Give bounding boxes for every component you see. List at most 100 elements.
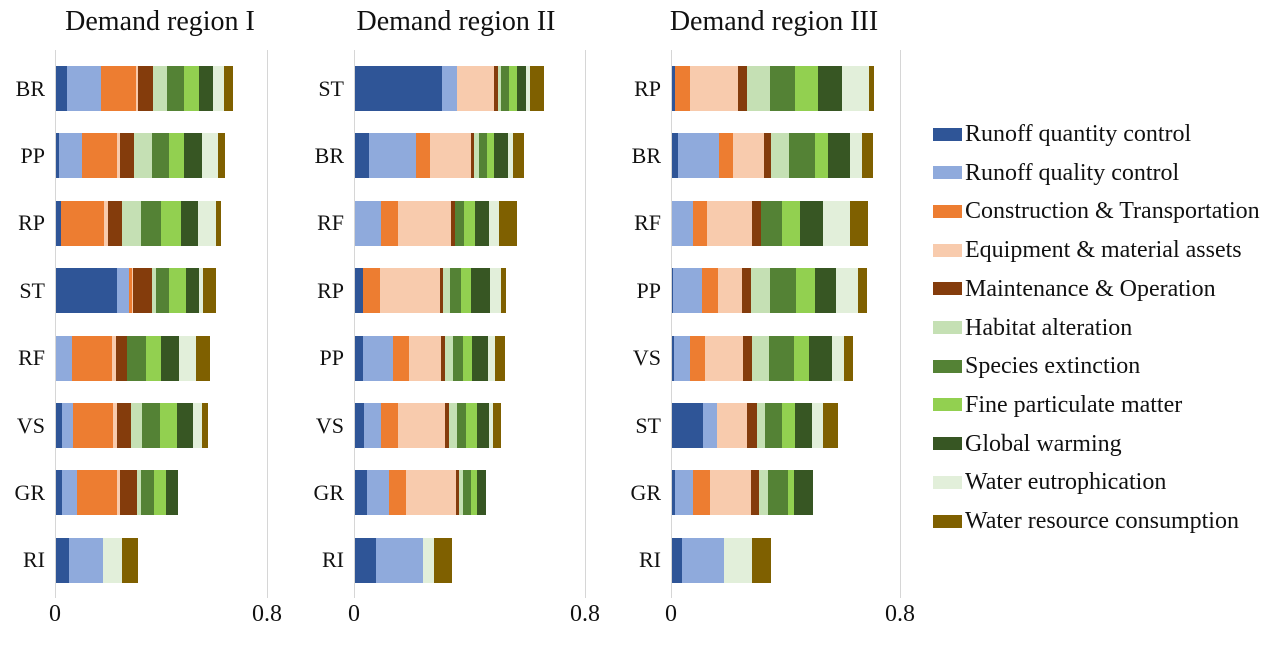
legend-label: Runoff quantity control xyxy=(965,121,1192,147)
bar-segment-fine-particulate-matter xyxy=(464,200,475,246)
bar-segment-water-eutrophication xyxy=(508,133,514,179)
x-tick-zero-chart-1: 0 xyxy=(49,601,61,627)
bar-segment-habitat-alteration xyxy=(751,268,770,314)
bar-segment-water-eutrophication xyxy=(525,66,531,111)
bar-segment-water-resource-consumption xyxy=(844,335,853,381)
legend-item-maintenance-operation: Maintenance & Operation xyxy=(933,276,1216,302)
bar-segment-runoff-quality-control xyxy=(58,133,82,179)
bar-segment-maintenance-operation xyxy=(743,335,752,381)
bar-segment-equipment-material-assets xyxy=(116,133,120,179)
bar-segment-species-extinction xyxy=(452,335,463,381)
bar-segment-habitat-alteration xyxy=(151,268,156,314)
category-label-br-chart-2: BR xyxy=(314,142,344,168)
legend-label: Construction & Transportation xyxy=(965,198,1260,225)
bar-segment-global-warming xyxy=(177,403,194,448)
bar-segment-maintenance-operation xyxy=(115,335,127,381)
bar-segment-runoff-quantity-control xyxy=(56,200,62,246)
bar-segment-maintenance-operation xyxy=(138,66,153,111)
bar-segment-maintenance-operation xyxy=(107,200,123,246)
bar-segment-runoff-quality-control xyxy=(362,335,393,381)
bar-segment-species-extinction xyxy=(141,470,155,516)
bar-segment-water-eutrophication xyxy=(423,537,434,583)
bar-segment-runoff-quantity-control xyxy=(355,133,370,179)
bar-segment-water-resource-consumption xyxy=(492,403,502,448)
bar-segment-fine-particulate-matter xyxy=(146,335,162,381)
bar-segment-species-extinction xyxy=(155,268,170,314)
bar-segment-runoff-quality-control xyxy=(673,268,703,314)
bar-segment-runoff-quality-control xyxy=(62,403,74,448)
category-label-st-chart-1: ST xyxy=(19,277,45,303)
bar-segment-habitat-alteration xyxy=(759,470,769,516)
legend-label: Fine particulate matter xyxy=(965,391,1183,418)
legend-label: Species extinction xyxy=(965,353,1141,380)
legend-swatch-icon xyxy=(933,475,962,489)
legend-swatch-icon xyxy=(933,514,962,528)
legend-label: Water eutrophication xyxy=(965,469,1167,496)
legend-swatch-icon xyxy=(933,282,962,296)
bar-segment-runoff-quality-control xyxy=(369,133,417,179)
category-label-pp-chart-1: PP xyxy=(20,142,45,168)
bar-segment-fine-particulate-matter xyxy=(486,133,495,179)
bar-segment-runoff-quality-control xyxy=(442,66,458,111)
legend-label: Runoff quality control xyxy=(965,159,1180,186)
bar-segment-runoff-quantity-control xyxy=(672,66,676,111)
bar-segment-water-eutrophication xyxy=(849,133,863,179)
bar-segment-equipment-material-assets xyxy=(398,403,446,448)
bar-segment-construction-transportation xyxy=(702,268,718,314)
bar-segment-construction-transportation xyxy=(416,133,431,179)
bar-segment-fine-particulate-matter xyxy=(795,268,816,314)
bar-segment-habitat-alteration xyxy=(137,470,142,516)
bar-segment-maintenance-operation xyxy=(440,268,444,314)
bar-segment-equipment-material-assets xyxy=(131,268,134,314)
category-label-ri-chart-2: RI xyxy=(322,547,344,573)
bar-segment-water-eutrophication xyxy=(102,537,122,583)
bar-segment-species-extinction xyxy=(788,133,815,179)
legend-label: Maintenance & Operation xyxy=(965,275,1216,302)
bar-segment-runoff-quantity-control xyxy=(56,537,69,583)
bar-segment-maintenance-operation xyxy=(120,470,138,516)
bar-segment-construction-transportation xyxy=(71,335,112,381)
bar-segment-habitat-alteration xyxy=(445,335,453,381)
bar-segment-runoff-quantity-control xyxy=(672,268,674,314)
bar-segment-fine-particulate-matter xyxy=(795,66,818,111)
bar-segment-habitat-alteration xyxy=(459,470,464,516)
bar-segment-maintenance-operation xyxy=(117,403,132,448)
bar-segment-global-warming xyxy=(183,133,202,179)
bar-segment-habitat-alteration xyxy=(497,66,502,111)
bar-segment-species-extinction xyxy=(456,403,466,448)
bar-segment-construction-transportation xyxy=(73,403,114,448)
bar-segment-species-extinction xyxy=(127,335,147,381)
bar-segment-fine-particulate-matter xyxy=(782,403,795,448)
bar-segment-maintenance-operation xyxy=(455,470,460,516)
bar-segment-water-resource-consumption xyxy=(217,133,225,179)
x-tick-max-chart-3: 0.8 xyxy=(885,601,915,627)
legend-item-runoff-quantity-control: Runoff quantity control xyxy=(933,121,1191,147)
bar-segment-runoff-quantity-control xyxy=(355,66,443,111)
bar-segment-water-resource-consumption xyxy=(823,403,838,448)
bar-segment-water-eutrophication xyxy=(202,133,218,179)
bar-segment-species-extinction xyxy=(761,200,782,246)
bar-segment-global-warming xyxy=(471,268,490,314)
legend-swatch-icon xyxy=(933,166,962,180)
bar-segment-equipment-material-assets xyxy=(379,268,441,314)
bar-segment-construction-transportation xyxy=(389,470,406,516)
bar-segment-construction-transportation xyxy=(392,335,410,381)
category-label-br-chart-3: BR xyxy=(631,142,661,168)
category-label-st-chart-2: ST xyxy=(318,75,344,101)
legend-swatch-icon xyxy=(933,437,962,451)
bar-segment-runoff-quantity-control xyxy=(672,403,703,448)
legend-swatch-icon xyxy=(933,127,962,141)
bar-segment-species-extinction xyxy=(765,403,783,448)
bar-segment-water-eutrophication xyxy=(489,200,499,246)
bar-segment-global-warming xyxy=(165,470,178,516)
bar-segment-habitat-alteration xyxy=(131,403,143,448)
legend-label: Global warming xyxy=(965,430,1122,457)
bar-segment-species-extinction xyxy=(142,403,161,448)
bar-segment-maintenance-operation xyxy=(470,133,474,179)
bar-segment-habitat-alteration xyxy=(771,133,789,179)
category-label-gr-chart-3: GR xyxy=(630,479,661,505)
bar-segment-fine-particulate-matter xyxy=(793,335,809,381)
bar-segment-water-eutrophication xyxy=(198,200,217,246)
bar-segment-runoff-quality-control xyxy=(117,268,130,314)
bar-segment-equipment-material-assets xyxy=(705,335,744,381)
